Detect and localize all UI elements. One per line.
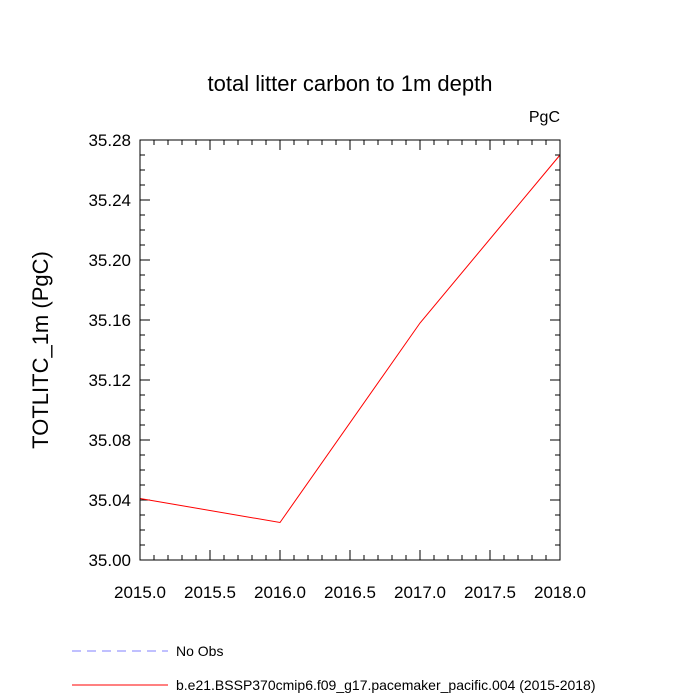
ticks-layer — [139, 139, 561, 561]
legend-label: b.e21.BSSP370cmip6.f09_g17.pacemaker_pac… — [176, 677, 596, 693]
units-label: PgC — [529, 109, 560, 126]
chart-title: total litter carbon to 1m depth — [208, 71, 493, 96]
y-tick-label: 35.16 — [88, 311, 131, 330]
y-tick-label: 35.28 — [88, 131, 131, 150]
legend: No Obs b.e21.BSSP370cmip6.f09_g17.pacemak… — [72, 643, 596, 693]
x-tick-label: 2017.5 — [464, 583, 516, 602]
series-layer — [139, 154, 561, 524]
x-tick-label: 2016.0 — [254, 583, 306, 602]
y-tick-label: 35.00 — [88, 551, 131, 570]
tick-label-layer: 2015.0 2015.5 2016.0 2016.5 2017.0 2017.5 2018… — [88, 131, 586, 602]
x-tick-label: 2017.0 — [394, 583, 446, 602]
y-tick-label: 35.08 — [88, 431, 131, 450]
x-tick-label: 2016.5 — [324, 583, 376, 602]
y-tick-label: 35.20 — [88, 251, 131, 270]
x-tick-label: 2018.0 — [534, 583, 586, 602]
x-tick-label: 2015.0 — [114, 583, 166, 602]
legend-label: No Obs — [176, 643, 223, 659]
y-axis-label: TOTLITC_1m (PgC) — [28, 251, 53, 449]
series-line — [139, 154, 561, 524]
y-tick-label: 35.04 — [88, 491, 131, 510]
plot-frame — [139, 139, 561, 561]
y-tick-label: 35.24 — [88, 191, 131, 210]
x-tick-label: 2015.5 — [184, 583, 236, 602]
y-tick-label: 35.12 — [88, 371, 131, 390]
